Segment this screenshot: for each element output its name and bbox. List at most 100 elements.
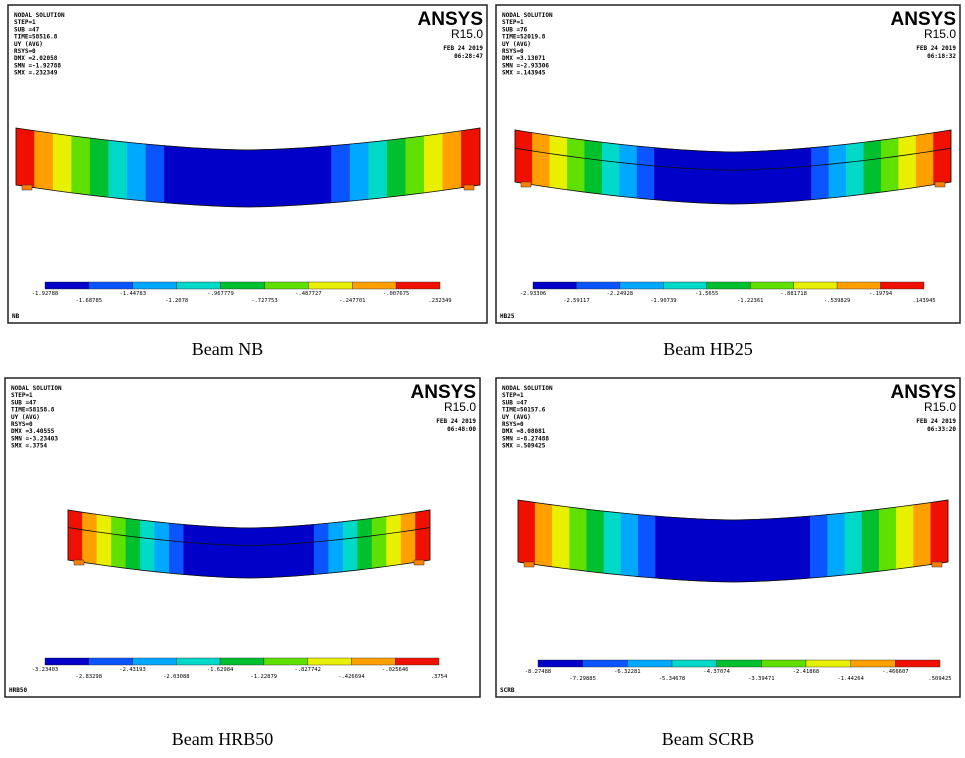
- header-line: DMX =3.13071: [502, 55, 546, 62]
- beam-band: [90, 138, 109, 197]
- header-line: SUB =47: [11, 399, 37, 406]
- header-line: RSYS=0: [14, 48, 36, 55]
- header-line: STEP=1: [502, 19, 524, 26]
- colorbar-label: -3.23403: [32, 667, 59, 673]
- beam-band: [424, 133, 443, 192]
- panel-tag: NB: [12, 313, 20, 320]
- colorbar-label: -5.34678: [659, 676, 686, 682]
- colorbar-cell: [851, 660, 896, 667]
- colorbar-cell: [220, 658, 264, 665]
- header-line: UY (AVG): [502, 414, 531, 421]
- beam-band: [881, 138, 898, 192]
- header-line: DMX =3.40555: [11, 428, 55, 435]
- header-line: DMX =8.08081: [502, 428, 546, 435]
- header-line: NODAL SOLUTION: [11, 385, 62, 392]
- header-line: STEP=1: [14, 19, 36, 26]
- colorbar-label: -1.62984: [207, 667, 234, 673]
- header-line: SMX =.509425: [502, 443, 546, 450]
- header-line: NODAL SOLUTION: [502, 12, 553, 19]
- header-line: UY (AVG): [11, 414, 40, 421]
- date: FEB 24 2019: [443, 45, 483, 52]
- date: FEB 24 2019: [916, 45, 956, 52]
- support: [521, 182, 531, 187]
- colorbar-label: -.487727: [295, 291, 322, 297]
- beam-band: [97, 514, 111, 566]
- colorbar-label: -4.37074: [703, 669, 730, 675]
- panel: NODAL SOLUTIONSTEP=1SUB =76TIME=52019.8U…: [496, 5, 960, 323]
- colorbar-label: -.426694: [338, 674, 365, 680]
- header-line: SMN =-1.92788: [14, 62, 61, 69]
- colorbar-label: -1.2078: [165, 298, 188, 304]
- caption: Beam NB: [192, 339, 264, 359]
- beam-band: [532, 133, 549, 188]
- beam-band: [314, 523, 328, 574]
- colorbar-cell: [45, 282, 89, 289]
- colorbar-cell: [794, 282, 837, 289]
- colorbar-label: .3754: [431, 674, 448, 680]
- beam-band: [111, 516, 125, 568]
- colorbar-label: -1.5655: [695, 291, 718, 297]
- colorbar-label: -1.92788: [32, 291, 59, 297]
- colorbar-label: .509425: [928, 676, 951, 682]
- header-line: SMX =.143945: [502, 70, 546, 77]
- colorbar-cell: [133, 282, 177, 289]
- beam-band: [620, 144, 637, 198]
- colorbar-cell: [177, 282, 221, 289]
- header-line: DMX =2.02058: [14, 55, 58, 62]
- colorbar-cell: [576, 282, 619, 289]
- beam-band: [845, 511, 862, 575]
- support: [935, 182, 945, 187]
- colorbar-label: -.827742: [294, 667, 321, 673]
- beam-band: [810, 515, 827, 578]
- header-line: STEP=1: [11, 392, 33, 399]
- colorbar-label: -2.43193: [119, 667, 146, 673]
- colorbar-label: -.007675: [383, 291, 410, 297]
- header-line: RSYS=0: [11, 421, 33, 428]
- beam-band: [184, 524, 314, 578]
- beam-band: [518, 500, 535, 564]
- support: [932, 562, 942, 567]
- colorbar-cell: [881, 282, 924, 289]
- colorbar-cell: [895, 660, 940, 667]
- beam-band: [879, 507, 896, 571]
- support: [414, 560, 424, 565]
- colorbar-cell: [620, 282, 663, 289]
- colorbar-cell: [45, 658, 89, 665]
- colorbar-label: -3.39471: [748, 676, 775, 682]
- colorbar-label: -.466607: [882, 669, 909, 675]
- beam-band: [416, 510, 430, 562]
- header-line: TIME=58516.8: [14, 34, 58, 41]
- colorbar-label: -1.68785: [76, 298, 103, 304]
- colorbar-label: -8.27488: [525, 669, 552, 675]
- header-line: TIME=58158.8: [11, 407, 55, 414]
- panel-tag: HB25: [500, 313, 515, 320]
- beam-band: [343, 520, 357, 572]
- beam-band: [899, 135, 916, 189]
- beam-band: [146, 144, 165, 203]
- colorbar-cell: [583, 660, 628, 667]
- beam-band: [164, 146, 331, 207]
- version: R15.0: [444, 400, 476, 414]
- colorbar-cell: [663, 282, 706, 289]
- colorbar-cell: [707, 282, 750, 289]
- beam-band: [552, 505, 569, 569]
- header-line: SMN =-8.27488: [502, 435, 549, 442]
- colorbar-label: -1.44264: [837, 676, 864, 682]
- beam-band: [140, 520, 154, 572]
- beam-band: [155, 522, 169, 573]
- colorbar-label: -1.44783: [120, 291, 147, 297]
- beam-band: [570, 507, 587, 571]
- beam-band: [931, 500, 948, 564]
- colorbar-label: -.247701: [339, 298, 366, 304]
- colorbar-cell: [806, 660, 851, 667]
- beam-band: [358, 518, 372, 570]
- colorbar-cell: [264, 282, 308, 289]
- caption: Beam SCRB: [662, 729, 755, 749]
- colorbar-cell: [352, 282, 396, 289]
- colorbar-label: -2.24928: [607, 291, 634, 297]
- header-line: TIME=52019.8: [502, 34, 546, 41]
- version: R15.0: [924, 400, 956, 414]
- beam-band: [109, 140, 128, 199]
- beam-band: [828, 513, 845, 577]
